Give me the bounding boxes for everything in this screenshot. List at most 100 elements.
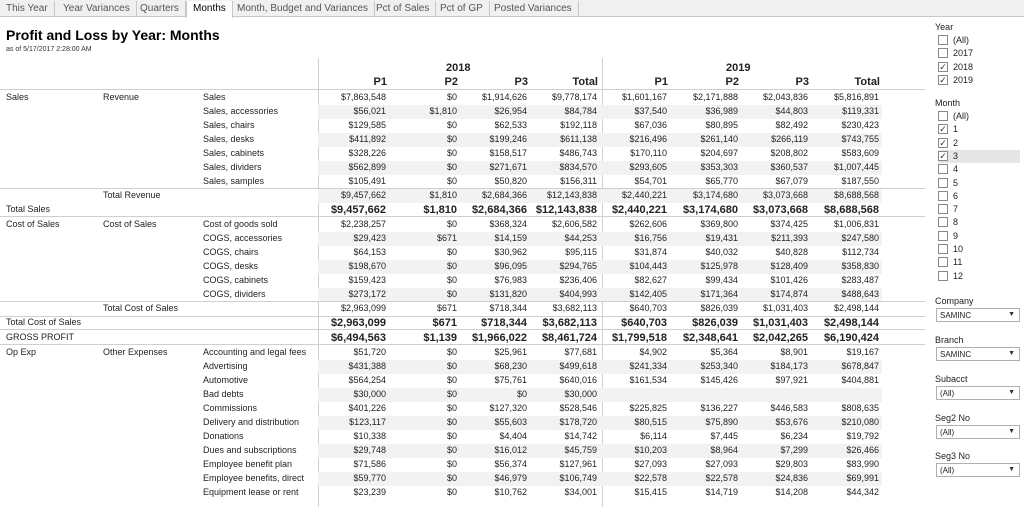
table-cell-value: $80,515: [634, 417, 667, 427]
dropdown-value: (All): [940, 466, 955, 475]
table-cell-value: $19,167: [846, 347, 879, 357]
seg3-dropdown[interactable]: (All) ▼: [936, 463, 1020, 477]
table-cell-value: $834,570: [559, 162, 597, 172]
table-cell-value: $30,000: [564, 389, 597, 399]
branch-dropdown[interactable]: SAMINC ▼: [936, 347, 1020, 361]
company-dropdown[interactable]: SAMINC ▼: [936, 308, 1020, 322]
checkbox-unchecked[interactable]: [938, 204, 948, 215]
tab-posted-variances[interactable]: Posted Variances: [488, 1, 579, 17]
tab-months[interactable]: Months: [186, 1, 233, 18]
table-cell-value: $826,039: [692, 317, 738, 329]
table-cell-value: $51,720: [353, 347, 386, 357]
month-filter-option[interactable]: 11: [938, 256, 1020, 269]
chevron-down-icon[interactable]: ▼: [1008, 389, 1015, 396]
month-filter-option[interactable]: 10: [938, 243, 1020, 256]
checkbox-checked[interactable]: ✓: [938, 61, 948, 72]
row-band: [318, 416, 882, 430]
checkbox-unchecked[interactable]: [938, 230, 948, 241]
table-cell-value: $808,635: [841, 403, 879, 413]
row-account-label: COGS, chairs: [203, 247, 259, 257]
month-filter-option[interactable]: 7: [938, 203, 1020, 216]
month-filter-option[interactable]: (All): [938, 110, 1020, 123]
divider: [318, 58, 319, 507]
table-cell-value: $1,810: [429, 106, 457, 116]
table-cell-value: $0: [446, 389, 457, 399]
checkbox-checked[interactable]: ✓: [938, 74, 948, 85]
month-filter-option[interactable]: 4: [938, 163, 1020, 176]
checkbox-checked[interactable]: ✓: [938, 124, 948, 135]
row-account-label: Sales, accessories: [203, 106, 279, 116]
checkbox-unchecked[interactable]: [938, 177, 948, 188]
tab-this-year[interactable]: This Year: [0, 1, 55, 17]
table-row: Commissions $401,226 $0 $127,320 $528,546 $22…: [0, 402, 882, 416]
month-filter-option[interactable]: 8: [938, 216, 1020, 229]
table-cell-value: $129,585: [348, 120, 386, 130]
checkbox-unchecked[interactable]: [938, 164, 948, 175]
chevron-down-icon[interactable]: ▼: [1008, 350, 1015, 357]
table-cell-value: $3,174,680: [682, 204, 738, 216]
row-band: [318, 360, 882, 374]
table-cell-value: $431,388: [348, 361, 386, 371]
checkbox-unchecked[interactable]: [938, 257, 948, 268]
table-cell-value: $54,701: [634, 176, 667, 186]
month-filter-option[interactable]: 12: [938, 270, 1020, 283]
month-filter-option[interactable]: ✓ 2: [938, 137, 1020, 150]
table-cell-value: $119,331: [842, 106, 879, 116]
month-filter-option[interactable]: 5: [938, 177, 1020, 190]
chevron-down-icon[interactable]: ▼: [1008, 311, 1015, 318]
table-row: Cost of Sales Cost of Sales Cost of goods …: [0, 218, 882, 232]
seg2-dropdown[interactable]: (All) ▼: [936, 425, 1020, 439]
table-row: Employee benefit plan $71,586 $0 $56,374 $12…: [0, 458, 882, 472]
table-cell-value: $3,174,680: [692, 190, 738, 200]
year-filter-option[interactable]: ✓ 2019: [938, 74, 1020, 87]
table-cell-value: $9,457,662: [340, 190, 386, 200]
checkbox-checked[interactable]: ✓: [938, 137, 948, 148]
tab-quarters[interactable]: Quarters: [134, 1, 186, 17]
year-filter-option[interactable]: (All): [938, 34, 1020, 47]
table-cell-value: $14,719: [705, 487, 738, 497]
table-cell-value: $1,139: [423, 332, 457, 344]
table-cell-value: $2,043,836: [762, 92, 808, 102]
checkbox-unchecked[interactable]: [938, 111, 948, 121]
dropdown-value: SAMINC: [940, 311, 972, 320]
row-group-label: Op Exp: [6, 347, 37, 357]
row-category-label: Total Revenue: [103, 190, 161, 200]
checkbox-unchecked[interactable]: [938, 270, 948, 281]
checkbox-unchecked[interactable]: [938, 35, 948, 45]
row-account-label: Sales, dividers: [203, 162, 262, 172]
row-band: [318, 288, 882, 302]
checkbox-unchecked[interactable]: [938, 217, 948, 228]
page-title: Profit and Loss by Year: Months: [6, 27, 220, 43]
year-filter-option[interactable]: 2017: [938, 47, 1020, 60]
filter-option-label: 10: [953, 244, 964, 254]
checkbox-unchecked[interactable]: [938, 48, 948, 59]
table-cell-value: $64,153: [353, 247, 386, 257]
table-cell-value: $65,770: [705, 176, 738, 186]
subacct-dropdown[interactable]: (All) ▼: [936, 386, 1020, 400]
table-cell-value: $77,681: [564, 347, 597, 357]
checkbox-checked[interactable]: ✓: [938, 150, 948, 161]
tab-year-variances[interactable]: Year Variances: [57, 1, 137, 17]
row-group-label: Total Cost of Sales: [6, 317, 82, 327]
tab-pct-of-gp[interactable]: Pct of GP: [434, 1, 490, 17]
row-band: [318, 388, 882, 402]
month-filter-option[interactable]: 6: [938, 190, 1020, 203]
row-account-label: Sales, desks: [203, 134, 255, 144]
month-filter-option[interactable]: ✓ 3: [938, 149, 1020, 163]
table-row: COGS, chairs $64,153 $0 $30,962 $95,115 $31,8…: [0, 246, 882, 260]
checkbox-unchecked[interactable]: [938, 190, 948, 201]
table-cell-value: $71,586: [353, 459, 386, 469]
tab-pct-of-sales[interactable]: Pct of Sales: [370, 1, 437, 17]
seg3-filter-title: Seg3 No: [935, 451, 971, 461]
month-filter-option[interactable]: ✓ 1: [938, 123, 1020, 136]
month-filter-option[interactable]: 9: [938, 230, 1020, 243]
chevron-down-icon[interactable]: ▼: [1008, 428, 1015, 435]
table-cell-value: $2,963,099: [330, 317, 386, 329]
tab-month-budget-variances[interactable]: Month, Budget and Variances: [231, 1, 376, 17]
table-cell-value: $50,820: [494, 176, 527, 186]
chevron-down-icon[interactable]: ▼: [1008, 466, 1015, 473]
checkbox-unchecked[interactable]: [938, 244, 948, 254]
year-filter-option[interactable]: ✓ 2018: [938, 61, 1020, 74]
table-cell-value: $29,423: [353, 233, 386, 243]
table-cell-value: $104,443: [629, 261, 667, 271]
